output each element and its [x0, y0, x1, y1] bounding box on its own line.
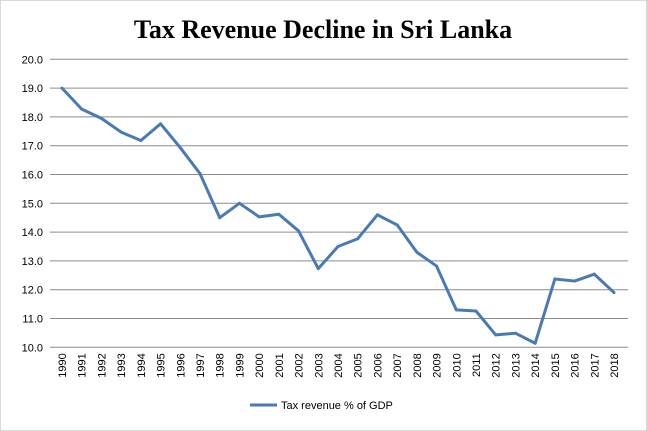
data-point: [336, 245, 340, 248]
y-tick-label: 19.0: [22, 83, 43, 95]
x-tick-label: 2007: [392, 353, 404, 377]
data-point: [356, 237, 360, 241]
x-tick-label: 2016: [570, 353, 582, 377]
x-tick-label: 1997: [195, 353, 207, 377]
x-tick-label: 1991: [77, 353, 89, 377]
data-point: [474, 309, 478, 313]
x-tick-label: 2002: [294, 353, 306, 377]
x-tick-label: 2017: [589, 353, 601, 377]
data-point: [435, 264, 439, 268]
data-point: [139, 139, 143, 143]
data-point: [533, 341, 537, 345]
x-tick-label: 2010: [451, 353, 463, 377]
x-tick-label: 1992: [96, 353, 108, 377]
data-point: [198, 172, 202, 176]
x-tick-label: 1990: [57, 353, 69, 377]
x-tick-label: 2011: [471, 353, 483, 377]
data-point: [178, 146, 182, 150]
data-point: [297, 229, 301, 233]
x-tick-label: 2000: [254, 353, 266, 377]
x-tick-label: 1999: [234, 353, 246, 377]
y-tick-label: 15.0: [22, 198, 43, 210]
data-point: [592, 272, 596, 276]
x-tick-label: 1998: [215, 353, 227, 377]
x-tick-label: 2004: [333, 353, 345, 377]
x-tick-label: 2009: [432, 353, 444, 377]
y-tick-label: 13.0: [22, 256, 43, 268]
data-point: [513, 331, 517, 335]
data-point: [257, 215, 261, 219]
y-tick-label: 18.0: [22, 112, 43, 124]
x-tick-label: 1993: [116, 353, 128, 377]
chart-title: Tax Revenue Decline in Sri Lanka: [134, 15, 512, 44]
data-point: [218, 216, 222, 220]
x-tick-label: 2014: [530, 353, 542, 377]
y-tick-label: 12.0: [22, 285, 43, 297]
x-tick-label: 2012: [491, 353, 503, 377]
data-point: [237, 201, 241, 205]
x-tick-label: 2015: [550, 353, 562, 377]
y-tick-label: 20.0: [22, 54, 43, 66]
x-tick-label: 2006: [372, 353, 384, 377]
x-tick-label: 2001: [274, 353, 286, 377]
x-tick-label: 2008: [412, 353, 424, 377]
x-tick-label: 2005: [353, 353, 365, 377]
data-point: [99, 116, 103, 120]
data-point: [60, 86, 64, 90]
x-tick-label: 2018: [609, 353, 621, 377]
y-tick-label: 16.0: [22, 170, 43, 182]
x-tick-label: 1996: [175, 353, 187, 377]
data-point: [395, 223, 399, 227]
data-point: [454, 308, 458, 312]
data-point: [80, 107, 84, 111]
data-point: [159, 122, 163, 126]
y-tick-label: 10.0: [22, 342, 43, 354]
data-point: [494, 333, 498, 337]
data-point: [415, 250, 419, 254]
data-point: [277, 212, 281, 216]
x-tick-label: 1995: [156, 353, 168, 377]
legend-label: Tax revenue % of GDP: [281, 400, 393, 412]
legend: Tax revenue % of GDP: [250, 400, 393, 412]
y-tick-label: 14.0: [22, 227, 43, 239]
data-point: [553, 277, 557, 281]
data-point: [573, 279, 577, 283]
data-point: [316, 267, 320, 271]
x-tick-label: 1994: [136, 353, 148, 377]
data-point: [119, 130, 123, 134]
x-tick-label: 2003: [313, 353, 325, 377]
y-tick-label: 17.0: [22, 141, 43, 153]
data-point: [612, 291, 616, 295]
data-point: [375, 213, 379, 217]
x-tick-label: 2013: [510, 353, 522, 377]
y-tick-label: 11.0: [22, 314, 43, 326]
